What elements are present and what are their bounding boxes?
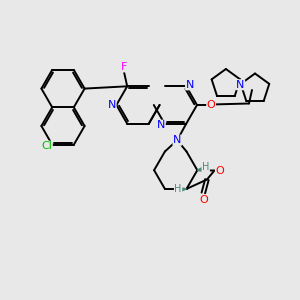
Text: O: O [207,100,215,110]
Text: N: N [173,135,182,145]
Text: O: O [199,195,208,205]
Text: O: O [215,166,224,176]
Text: N: N [186,80,194,90]
Text: N: N [236,80,244,90]
Polygon shape [181,188,187,191]
Text: H: H [174,184,182,194]
Text: H: H [202,162,209,172]
Text: F: F [121,62,128,72]
Text: N: N [108,100,116,110]
Text: N: N [157,120,165,130]
Polygon shape [197,167,203,171]
Text: Cl: Cl [41,141,52,151]
